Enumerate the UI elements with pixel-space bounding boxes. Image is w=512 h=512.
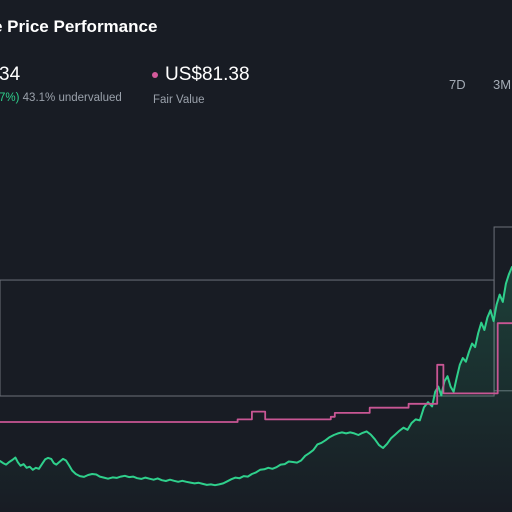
page-title: e Price Performance	[0, 17, 158, 36]
fair-value: US$81.38	[152, 64, 250, 86]
price-line	[0, 266, 512, 487]
price-change-summary: 7%) 43.1% undervalued	[0, 92, 122, 104]
fair-value-amount: US$81.38	[165, 64, 250, 85]
fair-value-label: Fair Value	[153, 94, 205, 106]
fair_value-line	[0, 322, 512, 423]
undervalued-text: 43.1% undervalued	[22, 92, 122, 104]
price-change: 7%)	[0, 92, 20, 104]
fair-value-block: US$81.38 Fair Value	[152, 64, 250, 106]
price-area	[0, 267, 512, 512]
range-7d-button[interactable]: 7D	[449, 77, 466, 92]
highlight-box-0	[0, 279, 495, 397]
range-3m-button[interactable]: 3M	[493, 77, 512, 92]
fair-value-dot-icon	[152, 72, 158, 78]
current-price: 34	[0, 64, 21, 85]
